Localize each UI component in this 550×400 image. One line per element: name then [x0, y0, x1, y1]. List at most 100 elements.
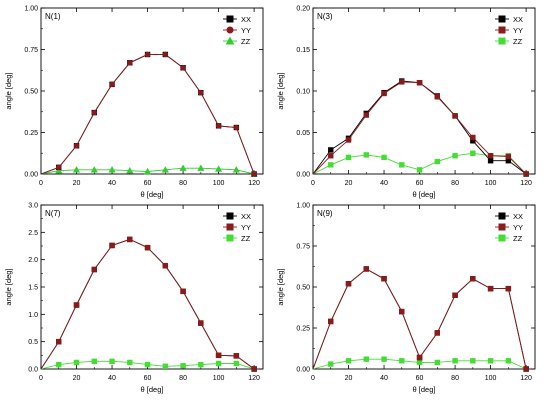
data-point-yy	[144, 244, 151, 251]
data-point-yy	[363, 266, 369, 272]
panel-title: N(3)	[317, 12, 333, 21]
y-axis-label: angle [deg]	[276, 72, 285, 109]
legend-label-xx: XX	[513, 15, 523, 24]
y-tick-label: 2.0	[28, 257, 38, 264]
x-tick-label: 80	[179, 180, 187, 187]
x-tick-label: 80	[179, 375, 187, 382]
data-point-zz	[452, 358, 458, 364]
series-line-yy	[312, 268, 527, 370]
x-axis-label: θ [deg]	[141, 190, 164, 199]
x-tick-label: 0	[39, 180, 43, 187]
x-tick-label: 100	[213, 180, 225, 187]
data-point-zz	[72, 166, 81, 173]
y-tick-label: 3.0	[28, 203, 38, 210]
data-point-zz	[363, 152, 369, 158]
y-tick-label: 0.20	[296, 6, 310, 13]
x-axis-label: θ [deg]	[141, 385, 164, 394]
legend-label-zz: ZZ	[513, 234, 523, 243]
x-tick-label: 0	[311, 180, 315, 187]
data-point-zz	[505, 358, 512, 364]
data-point-yy	[91, 266, 97, 273]
y-tick-label: 0.50	[296, 285, 310, 292]
y-tick-label: 1.00	[296, 203, 310, 210]
data-point-yy	[233, 124, 240, 131]
data-point-yy	[127, 60, 133, 66]
data-point-yy	[215, 123, 222, 129]
panel-title: N(1)	[45, 12, 61, 21]
y-tick-label: 0.0	[28, 367, 38, 374]
y-tick-label: 0.25	[296, 326, 310, 333]
data-point-yy	[109, 242, 115, 249]
y-tick-label: 0.75	[296, 244, 310, 251]
data-point-yy	[162, 262, 169, 269]
legend-label-yy: YY	[241, 26, 251, 35]
x-tick-label: 20	[345, 375, 353, 382]
data-point-zz	[452, 153, 458, 159]
x-tick-label: 0	[39, 375, 43, 382]
data-point-zz	[215, 165, 223, 172]
y-tick-label: 0.75	[24, 47, 38, 54]
y-tick-label: 0.00	[296, 367, 310, 374]
y-tick-label: 1.0	[28, 312, 38, 319]
x-tick-label: 20	[345, 180, 353, 187]
x-tick-label: 120	[520, 375, 532, 382]
data-point-zz	[328, 361, 334, 367]
x-tick-label: 40	[108, 375, 116, 382]
data-point-yy	[251, 366, 257, 372]
legend-marker-yy	[498, 223, 506, 231]
data-point-yy	[452, 292, 458, 298]
x-tick-label: 60	[416, 375, 424, 382]
x-tick-label: 60	[144, 180, 152, 187]
data-point-zz	[215, 360, 222, 367]
data-point-zz	[399, 358, 405, 364]
x-tick-label: 100	[485, 375, 497, 382]
data-point-yy	[127, 236, 133, 243]
y-tick-label: 0.25	[24, 130, 38, 137]
data-point-yy	[505, 153, 512, 160]
legend-marker-zz	[226, 234, 234, 242]
data-point-yy	[523, 171, 529, 177]
data-point-zz	[90, 166, 98, 173]
panel-title: N(9)	[317, 209, 333, 218]
chart-panel-3: 0 20 40 60 80 100 120 0.0 0.5 1.0 1.5 2.0 2.5 3.0 θ [d…	[4, 203, 264, 394]
data-point-zz	[108, 166, 116, 173]
data-point-zz	[232, 166, 240, 173]
data-point-yy	[180, 65, 186, 71]
x-tick-label: 100	[485, 180, 497, 187]
data-point-zz	[399, 162, 405, 168]
x-axis-label: θ [deg]	[413, 190, 436, 199]
legend-label-yy: YY	[513, 223, 523, 232]
data-point-yy	[198, 89, 204, 96]
data-point-zz	[179, 164, 187, 171]
panel-title: N(7)	[45, 209, 61, 218]
chart-panel-4: 0 20 40 60 80 100 120 0.00 0.25 0.50 0.75 1.00 θ [de…	[276, 203, 536, 394]
x-tick-label: 100	[213, 375, 225, 382]
data-point-zz	[161, 166, 169, 173]
data-point-yy	[73, 302, 80, 308]
data-point-zz	[487, 358, 494, 364]
data-point-zz	[434, 158, 441, 165]
legend-marker-xx	[226, 212, 234, 220]
data-point-yy	[56, 338, 62, 345]
data-point-yy	[470, 134, 476, 141]
legend-marker-yy	[226, 223, 234, 231]
legend-label-zz: ZZ	[241, 234, 251, 243]
data-point-xx	[328, 147, 334, 153]
data-point-zz	[144, 361, 151, 368]
data-point-yy	[144, 51, 151, 58]
data-point-yy	[162, 51, 169, 58]
data-point-yy	[523, 366, 529, 372]
data-point-yy	[416, 354, 423, 361]
y-tick-label: 0.50	[24, 89, 38, 96]
data-point-yy	[91, 109, 97, 116]
data-point-yy	[434, 94, 441, 100]
data-point-yy	[416, 80, 423, 86]
x-tick-label: 20	[73, 180, 81, 187]
legend-marker-zz	[498, 234, 506, 242]
data-point-yy	[470, 276, 476, 282]
data-point-zz	[363, 356, 369, 362]
y-axis-label: angle [deg]	[4, 268, 13, 305]
data-point-yy	[345, 137, 352, 143]
x-tick-label: 40	[108, 180, 116, 187]
x-tick-label: 80	[451, 375, 459, 382]
